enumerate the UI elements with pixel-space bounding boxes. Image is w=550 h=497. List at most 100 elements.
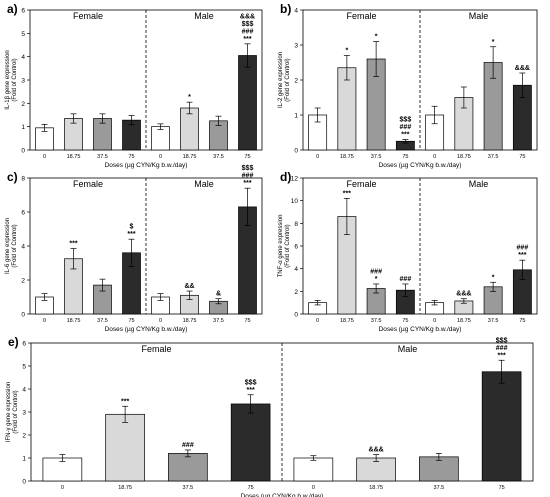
panel-d: d) 0 2 4 6 8 10 12 TNF-α gene expression (Fold of… [278,170,538,333]
significance-label: &&& [515,65,530,72]
significance-label: *** [247,387,255,394]
x-tick-label: 75 [244,318,250,324]
x-tick-label: 18.75 [369,485,383,491]
significance-label: $$$ [242,165,254,172]
y-tick-label: 3 [294,43,298,50]
bar [238,55,257,151]
y-tick-label: 6 [21,8,25,15]
y-tick-label: 4 [294,266,298,273]
x-axis-label: Doses (µg CYN/Kg b.w./day) [105,162,188,169]
x-tick-label: 0 [43,154,46,160]
significance-label: *** [243,180,251,187]
significance-label: $ [130,224,134,231]
panel-label: c) [7,170,18,184]
y-axis-label: (Fold of Control) [12,58,18,101]
x-tick-label: 75 [244,154,250,160]
y-tick-label: 0 [21,148,25,155]
bar [481,371,522,482]
x-tick-label: 75 [499,485,505,491]
y-tick-label: 6 [21,210,25,217]
significance-label: * [492,274,495,281]
y-tick-label: 6 [294,244,298,251]
x-tick-label: 0 [316,154,319,160]
y-tick-label: 1 [21,124,25,131]
y-tick-label: 4 [21,54,25,61]
panel-e: e) 0 1 2 3 4 5 6 IFN-γ gene expression (Fold of C… [6,335,534,497]
y-tick-label: 4 [22,387,26,394]
x-tick-label: 37.5 [213,154,224,160]
bar [168,453,208,482]
significance-label: ### [400,124,412,131]
x-axis-label: Doses (µg CYN/Kg b.w./day) [105,326,188,333]
x-tick-label: 18.75 [457,318,471,324]
significance-label: $$$ [245,379,257,386]
panel-a: a) 0 1 2 3 4 5 6 IL-1β gene expression (Fold of C… [5,2,263,169]
significance-label: &&& [456,291,471,298]
x-tick-label: 37.5 [97,154,108,160]
y-tick-label: 0 [294,148,298,155]
panel-b: b) 0 1 2 3 4 IL-2 gene expression (Fold of Cont… [278,2,538,169]
x-tick-label: 75 [519,154,525,160]
y-tick-label: 5 [21,31,25,38]
significance-label: ### [400,276,412,283]
significance-label: *** [121,398,129,405]
x-tick-label: 0 [159,154,162,160]
x-tick-label: 37.5 [183,485,194,491]
significance-label: ### [182,442,194,449]
x-tick-label: 75 [519,318,525,324]
x-tick-label: 37.5 [488,318,499,324]
y-tick-label: 0 [22,479,26,486]
group-title: Male [469,179,489,189]
significance-label: * [492,39,495,46]
significance-label: && [184,283,194,290]
x-tick-label: 75 [128,318,134,324]
x-tick-label: 37.5 [434,485,445,491]
bar [293,457,334,482]
group-title: Female [346,179,376,189]
x-tick-label: 18.75 [457,154,471,160]
significance-label: ### [517,245,529,252]
significance-label: $$$ [400,117,412,124]
x-tick-label: 0 [159,318,162,324]
significance-label: *** [343,190,351,197]
y-tick-label: 2 [21,278,25,285]
significance-label: *** [498,352,506,359]
x-tick-label: 0 [43,318,46,324]
x-tick-label: 18.75 [340,154,354,160]
x-tick-label: 37.5 [371,154,382,160]
x-tick-label: 37.5 [97,318,108,324]
y-tick-label: 8 [294,221,298,228]
significance-label: *** [127,231,135,238]
y-axis-label: (Fold of Control) [285,224,291,267]
x-tick-label: 75 [402,154,408,160]
panel-label: a) [7,2,18,16]
x-tick-label: 18.75 [118,485,132,491]
bar [180,107,199,151]
significance-label: $$$ [242,21,254,28]
y-tick-label: 2 [294,78,298,85]
y-tick-label: 2 [294,289,298,296]
x-axis-label: Doses (µg CYN/Kg b.w./day) [379,326,462,333]
significance-label: $$$ [496,337,508,344]
x-tick-label: 37.5 [371,318,382,324]
y-axis-label: IL-1β gene expression [5,50,11,110]
x-tick-label: 0 [433,318,436,324]
y-tick-label: 0 [21,312,25,319]
y-tick-label: 10 [291,198,299,205]
x-tick-label: 18.75 [183,154,197,160]
y-axis-label: (Fold of Control) [12,224,18,267]
y-tick-label: 3 [21,78,25,85]
significance-label: *** [69,241,77,248]
group-title: Female [73,11,103,21]
x-axis-label: Doses (µg CYN/Kg b.w./day) [379,162,462,169]
significance-label: *** [518,252,526,259]
y-tick-label: 2 [21,101,25,108]
bar [151,126,170,151]
significance-label: ### [496,345,508,352]
significance-label: ### [242,28,254,35]
y-tick-label: 4 [294,8,298,15]
significance-label: * [346,48,349,55]
x-tick-label: 75 [248,485,254,491]
group-title: Male [194,11,214,21]
